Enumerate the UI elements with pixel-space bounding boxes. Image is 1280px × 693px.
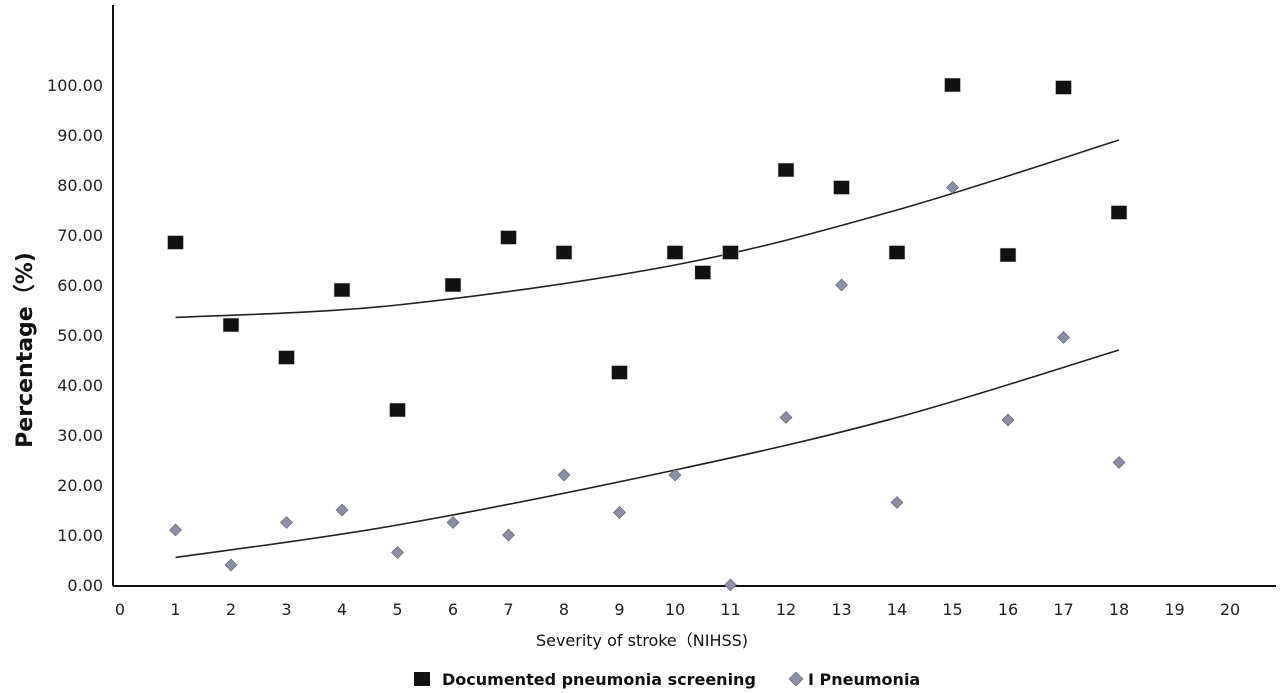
x-axis-ticks: 0 1 2 3 4 5 6 7 8 9 10 11 12 13 14 15 16 17 18 19 20 xyxy=(115,600,1240,619)
y-tick-label: 60.00 xyxy=(57,276,103,295)
y-tick-label: 80.00 xyxy=(57,176,103,195)
point-diamond xyxy=(1001,413,1015,427)
legend-marker-square xyxy=(414,672,430,686)
point-diamond xyxy=(335,503,349,517)
point-square xyxy=(555,245,573,260)
legend-label-screening: Documented pneumonia screening xyxy=(442,670,756,689)
y-tick-label: 20.00 xyxy=(57,476,103,495)
x-tick-label: 8 xyxy=(559,600,569,619)
axes xyxy=(112,5,1276,587)
point-diamond xyxy=(613,506,626,519)
y-axis-ticks: 0.00 10.00 20.00 30.00 40.00 50.00 60.00 70.00 8… xyxy=(47,76,103,595)
point-diamond xyxy=(446,516,460,529)
y-tick-label: 40.00 xyxy=(57,376,103,395)
point-diamond xyxy=(557,468,571,482)
trendline-series-1 xyxy=(175,139,1120,319)
x-tick-label: 4 xyxy=(337,600,347,619)
x-tick-label: 7 xyxy=(503,600,513,619)
point-square xyxy=(944,77,961,93)
x-tick-label: 19 xyxy=(1164,600,1184,619)
point-square xyxy=(722,245,739,260)
point-square xyxy=(777,162,795,178)
x-tick-label: 10 xyxy=(665,600,685,619)
point-diamond xyxy=(724,578,737,592)
point-diamond xyxy=(946,181,959,194)
y-tick-label: 70.00 xyxy=(57,226,103,245)
point-square xyxy=(999,247,1017,263)
point-diamond xyxy=(391,546,404,559)
trendline-series-2 xyxy=(175,349,1120,559)
point-square xyxy=(611,365,628,380)
trendlines xyxy=(175,139,1120,559)
point-diamond xyxy=(224,558,238,572)
x-tick-label: 13 xyxy=(831,600,851,619)
x-tick-label: 11 xyxy=(720,600,740,619)
legend-marker-diamond xyxy=(788,671,804,687)
point-square xyxy=(278,350,295,365)
point-square xyxy=(389,402,406,418)
point-square xyxy=(666,245,684,260)
point-diamond xyxy=(835,278,848,292)
point-square xyxy=(833,180,850,195)
point-diamond xyxy=(890,496,904,509)
point-square xyxy=(888,245,906,260)
point-diamond xyxy=(1112,456,1126,469)
y-tick-label: 100.00 xyxy=(47,76,103,95)
legend-label-pneumonia: I Pneumonia xyxy=(808,670,920,689)
y-tick-label: 0.00 xyxy=(67,576,103,595)
y-tick-label: 30.00 xyxy=(57,426,103,445)
x-tick-label: 0 xyxy=(115,600,125,619)
point-diamond xyxy=(502,528,515,542)
x-tick-label: 18 xyxy=(1109,600,1129,619)
x-tick-label: 3 xyxy=(281,600,291,619)
point-diamond xyxy=(779,411,793,424)
x-tick-label: 5 xyxy=(392,600,402,619)
point-square xyxy=(1055,80,1072,95)
point-square xyxy=(333,282,351,298)
point-square xyxy=(694,265,712,280)
point-square xyxy=(167,235,184,250)
point-square xyxy=(1110,205,1128,220)
x-tick-label: 17 xyxy=(1053,600,1073,619)
y-tick-label: 50.00 xyxy=(57,326,103,345)
point-diamond xyxy=(169,523,182,537)
x-tick-label: 15 xyxy=(942,600,962,619)
y-tick-label: 10.00 xyxy=(57,526,103,545)
x-tick-label: 20 xyxy=(1220,600,1240,619)
point-diamond xyxy=(280,516,293,529)
x-tick-label: 16 xyxy=(998,600,1018,619)
point-diamond xyxy=(668,468,682,482)
point-square xyxy=(222,317,240,333)
y-axis-title: Percentage（%) xyxy=(13,252,38,448)
x-tick-label: 1 xyxy=(170,600,180,619)
legend: Documented pneumonia screening I Pneumoni… xyxy=(414,670,920,689)
x-tick-label: 14 xyxy=(887,600,907,619)
point-square xyxy=(500,230,517,245)
x-axis-title: Severity of stroke（NIHSS) xyxy=(536,631,748,650)
data-points xyxy=(167,77,1128,592)
x-tick-label: 12 xyxy=(776,600,796,619)
point-diamond xyxy=(1057,331,1070,344)
y-tick-label: 90.00 xyxy=(57,126,103,145)
x-tick-label: 2 xyxy=(226,600,236,619)
x-tick-label: 6 xyxy=(448,600,458,619)
point-square xyxy=(444,277,462,293)
x-tick-label: 9 xyxy=(614,600,624,619)
